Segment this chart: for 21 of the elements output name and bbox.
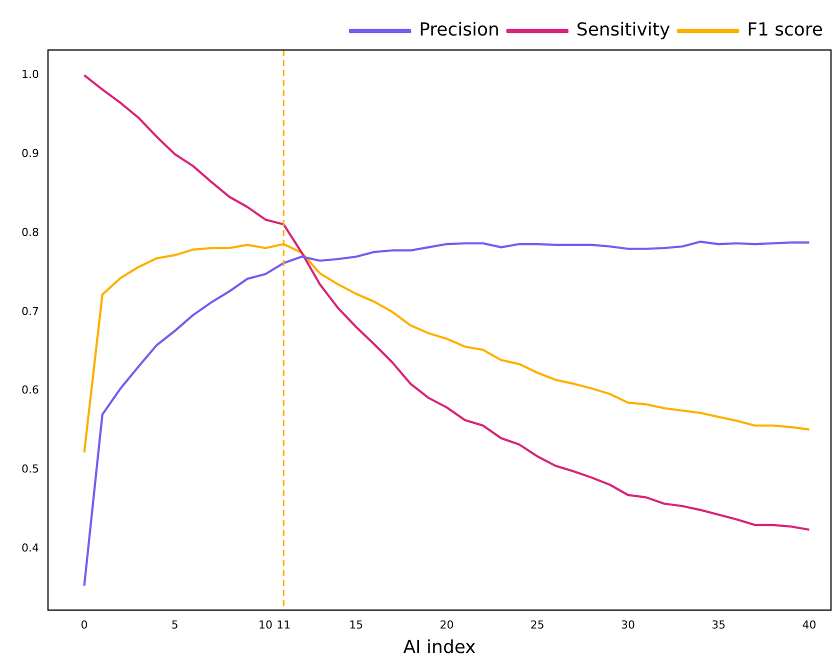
legend-label: Sensitivity (576, 20, 670, 41)
legend-label: Precision (419, 20, 500, 41)
y-tick-label: 0.6 (22, 384, 39, 397)
x-tick-label: 35 (712, 618, 726, 632)
x-tick-label: 11 (276, 618, 291, 632)
x-tick-label: 40 (802, 618, 816, 632)
x-tick-label: 20 (440, 618, 454, 632)
x-tick-label: 15 (349, 618, 364, 632)
x-tick-label: 0 (80, 618, 88, 632)
x-tick-label: 5 (171, 618, 178, 632)
legend-label: F1 score (747, 20, 824, 41)
x-tick-label: 10 (258, 618, 272, 632)
x-axis-title: AI index (403, 636, 476, 658)
y-tick-label: 0.8 (22, 226, 39, 239)
y-tick-label: 0.7 (22, 304, 39, 318)
x-tick-label: 30 (621, 618, 635, 632)
y-tick-label: 0.4 (22, 542, 39, 555)
y-tick-label: 0.5 (22, 462, 39, 476)
y-tick-label: 1.0 (22, 68, 39, 82)
x-tick-label: 25 (530, 618, 544, 632)
y-tick-label: 0.9 (22, 147, 39, 160)
